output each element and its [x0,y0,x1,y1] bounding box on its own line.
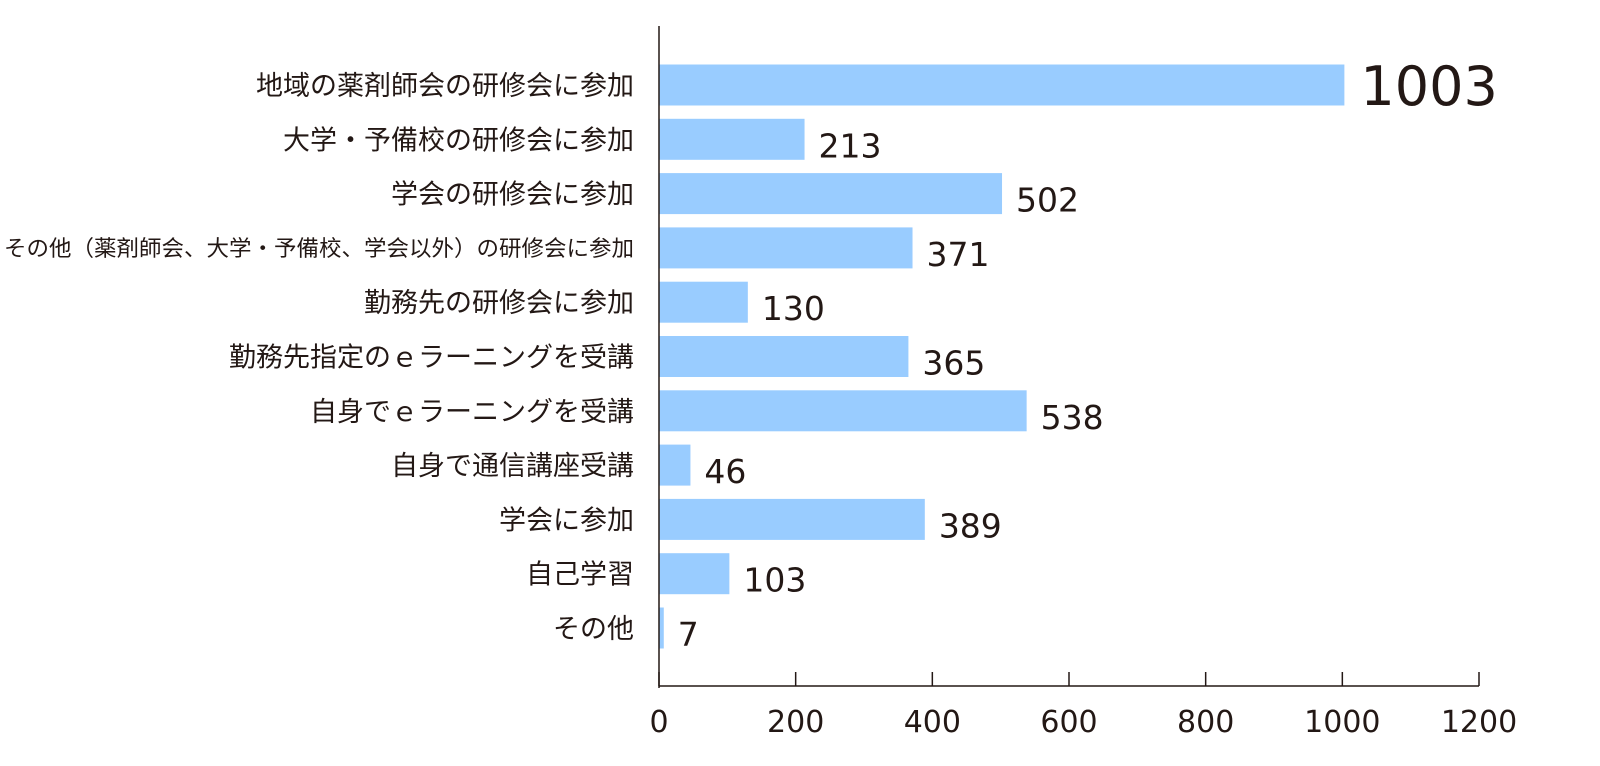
bar [659,64,1345,106]
labels-layer: 0 200 400 600 800 1000 1200 地域の薬剤師会の研修会に参加 1003 大… [4,55,1517,740]
value-label: 365 [922,344,985,383]
x-tick-label: 600 [1040,705,1097,740]
category-label: 地域の薬剤師会の研修会に参加 [256,71,634,102]
bar [659,281,748,323]
bar [659,390,1027,432]
value-label: 371 [927,235,990,274]
bar [659,607,664,649]
category-label: 勤務先の研修会に参加 [364,288,634,319]
category-label: 学会に参加 [499,505,634,536]
bar [659,336,909,377]
category-label: 自己学習 [526,560,634,591]
bar [659,227,913,269]
bar [659,498,925,540]
value-label: 213 [819,126,882,165]
category-label: その他 [553,614,634,645]
category-label: 学会の研修会に参加 [391,180,634,211]
x-tick-label: 400 [904,705,961,740]
bar [659,444,691,486]
x-tick-label: 800 [1177,705,1234,740]
category-label: 自身でｅラーニングを受講 [310,397,634,428]
axes-layer [658,26,1480,688]
value-label: 130 [762,289,825,328]
bar [659,118,805,160]
x-tick-label: 0 [649,705,668,740]
value-label: 389 [939,506,1002,545]
value-label: 7 [678,615,699,654]
x-tick-label: 200 [767,705,824,740]
category-label: 自身で通信講座受講 [391,451,634,482]
x-tick-label: 1000 [1304,705,1380,740]
category-label: 勤務先指定のｅラーニングを受講 [229,343,634,374]
bar [659,553,730,595]
bars-layer [659,64,1345,649]
value-label: 103 [743,561,806,600]
x-tick-label: 1200 [1441,705,1517,740]
value-label: 538 [1041,398,1104,437]
value-label: 1003 [1360,55,1497,118]
category-label: その他（薬剤師会、大学・予備校、学会以外）の研修会に参加 [4,237,634,262]
value-label: 502 [1016,181,1079,220]
value-label: 46 [704,452,746,491]
bar [659,173,1003,215]
category-label: 大学・予備校の研修会に参加 [283,125,634,156]
